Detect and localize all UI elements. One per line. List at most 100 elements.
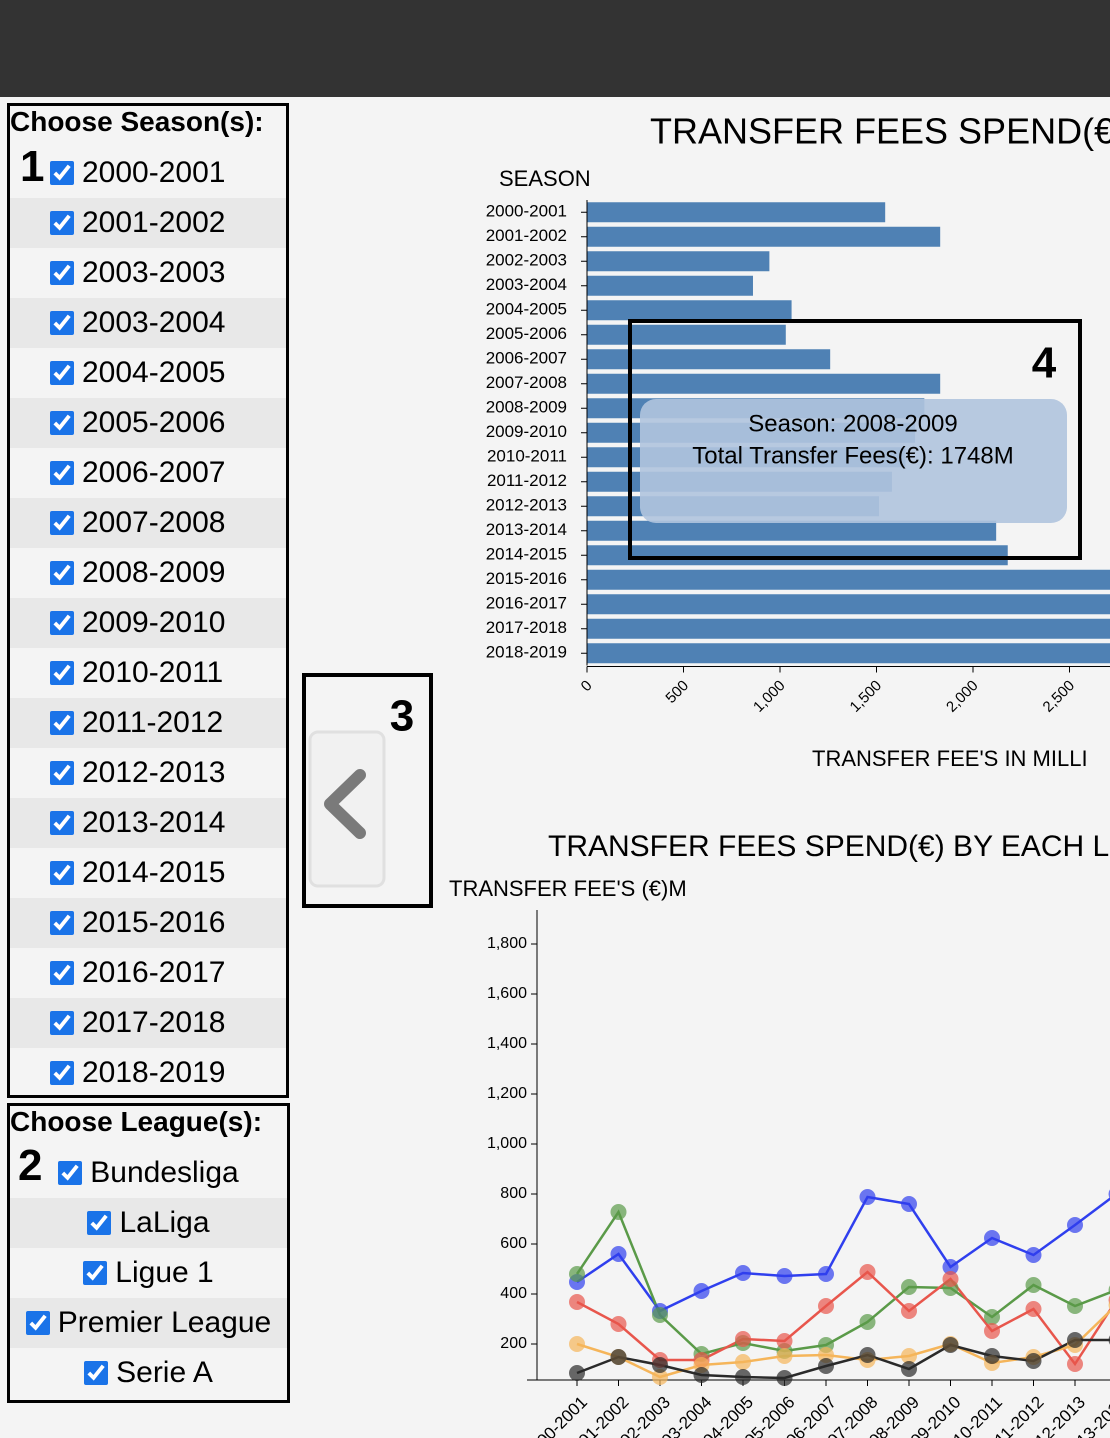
checkbox-label[interactable]: Bundesliga xyxy=(90,1156,239,1189)
checkbox[interactable] xyxy=(50,411,74,435)
checkbox-label[interactable]: 2000-2001 xyxy=(82,156,226,189)
point xyxy=(859,1314,876,1330)
point xyxy=(735,1265,751,1281)
checkbox[interactable] xyxy=(50,861,74,885)
checkbox-label[interactable]: 2012-2013 xyxy=(82,756,226,789)
checkbox-label[interactable]: 2005-2006 xyxy=(82,406,226,439)
collapse-button[interactable] xyxy=(308,730,386,888)
checkbox[interactable] xyxy=(50,1061,74,1085)
checkbox[interactable] xyxy=(50,261,74,285)
x-tick-label: 1,500 xyxy=(847,677,886,716)
checkbox[interactable] xyxy=(50,661,74,685)
bar xyxy=(587,594,1110,615)
filter-row: 2007-2008 xyxy=(10,498,286,548)
y-tick-label: 2006-2007 xyxy=(486,349,567,368)
checkbox[interactable] xyxy=(50,761,74,785)
checkbox[interactable] xyxy=(50,911,74,935)
checkbox-label[interactable]: 2014-2015 xyxy=(82,856,226,889)
point xyxy=(569,1336,585,1352)
checkbox-label[interactable]: 2017-2018 xyxy=(82,1006,226,1039)
y-tick-label: 2002-2003 xyxy=(486,251,567,270)
checkbox-label[interactable]: 2004-2005 xyxy=(82,356,226,389)
point xyxy=(901,1303,917,1319)
point xyxy=(1067,1356,1083,1372)
point xyxy=(818,1347,834,1363)
checkbox-label[interactable]: 2018-2019 xyxy=(82,1056,226,1089)
y-tick-label: 1,600 xyxy=(487,985,527,1002)
filter-row: 2004-2005 xyxy=(10,348,286,398)
y-tick-label: 2012-2013 xyxy=(486,496,567,515)
y-tick-label: 2005-2006 xyxy=(486,324,567,343)
point xyxy=(1025,1277,1042,1293)
y-tick-label: 1,800 xyxy=(487,935,527,952)
point xyxy=(1067,1298,1083,1314)
checkbox-label[interactable]: 2006-2007 xyxy=(82,456,226,489)
checkbox[interactable] xyxy=(50,1011,74,1035)
checkbox[interactable] xyxy=(50,961,74,985)
checkbox-label[interactable]: 2010-2011 xyxy=(82,656,224,689)
checkbox[interactable] xyxy=(50,361,74,385)
filter-title: Choose League(s): xyxy=(10,1106,263,1137)
point xyxy=(610,1316,627,1332)
point xyxy=(942,1259,959,1275)
bar xyxy=(587,324,786,345)
checkbox[interactable] xyxy=(87,1211,112,1235)
checkbox-label[interactable]: LaLiga xyxy=(119,1206,210,1239)
checkbox-label[interactable]: Ligue 1 xyxy=(115,1256,214,1289)
point xyxy=(859,1189,876,1205)
checkbox-label[interactable]: 2013-2014 xyxy=(82,806,226,839)
filter-row: 2010-2011 xyxy=(10,648,286,698)
y-tick-label: 2017-2018 xyxy=(486,618,567,637)
checkbox[interactable] xyxy=(50,311,74,335)
filter-row: 2009-2010 xyxy=(10,598,286,648)
bar xyxy=(587,520,997,541)
point xyxy=(735,1331,751,1347)
point xyxy=(1025,1247,1042,1263)
checkbox-label[interactable]: Serie A xyxy=(116,1356,213,1389)
checkbox[interactable] xyxy=(50,811,74,835)
checkbox-label[interactable]: 2011-2012 xyxy=(82,706,224,739)
checkbox-label[interactable]: 2015-2016 xyxy=(82,906,226,939)
checkbox[interactable] xyxy=(50,511,74,535)
x-tick-label: 2,500 xyxy=(1040,677,1079,716)
checkbox[interactable] xyxy=(50,561,74,585)
point xyxy=(652,1307,668,1323)
y-tick-label: 2014-2015 xyxy=(486,545,567,564)
checkbox-label[interactable]: 2003-2004 xyxy=(82,306,226,339)
checkbox-label[interactable]: 2003-2003 xyxy=(82,256,226,289)
point xyxy=(942,1337,959,1353)
checkbox[interactable] xyxy=(50,211,74,235)
checkbox[interactable] xyxy=(83,1261,108,1285)
checkbox[interactable] xyxy=(50,711,74,735)
checkbox[interactable] xyxy=(58,1161,83,1185)
annotation-box xyxy=(302,673,433,908)
checkbox[interactable] xyxy=(25,1311,50,1335)
point xyxy=(776,1333,793,1349)
bar xyxy=(587,545,1008,566)
checkbox[interactable] xyxy=(50,161,74,185)
button-frame[interactable] xyxy=(308,730,386,888)
chevron-icon[interactable] xyxy=(324,769,366,839)
checkbox[interactable] xyxy=(50,611,74,635)
top-bar xyxy=(0,0,1110,97)
checkbox[interactable] xyxy=(50,461,74,485)
bar xyxy=(587,300,792,321)
checkbox-label[interactable]: 2001-2002 xyxy=(82,206,226,239)
bar xyxy=(587,226,941,247)
checkbox-label[interactable]: 2007-2008 xyxy=(82,506,226,539)
point xyxy=(984,1348,1000,1364)
point xyxy=(652,1369,668,1385)
x-tick-label: 1,000 xyxy=(750,677,789,716)
x-tick-label: 2,000 xyxy=(943,677,982,716)
checkbox-label[interactable]: 2009-2010 xyxy=(82,606,226,639)
point xyxy=(1025,1301,1042,1317)
checkbox[interactable] xyxy=(84,1361,109,1385)
y-tick-label: 2011-2012 xyxy=(487,471,567,490)
filter-row: 2016-2017 xyxy=(10,948,286,998)
checkbox-label[interactable]: 2008-2009 xyxy=(82,556,226,589)
checkbox-label[interactable]: 2016-2017 xyxy=(82,956,226,989)
point xyxy=(818,1358,834,1374)
league-filter: Choose League(s): Bundesliga LaLiga Ligue … xyxy=(7,1103,290,1403)
tooltip-text: Total Transfer Fees(€): 1748M xyxy=(692,442,1013,469)
checkbox-label[interactable]: Premier League xyxy=(57,1306,272,1339)
